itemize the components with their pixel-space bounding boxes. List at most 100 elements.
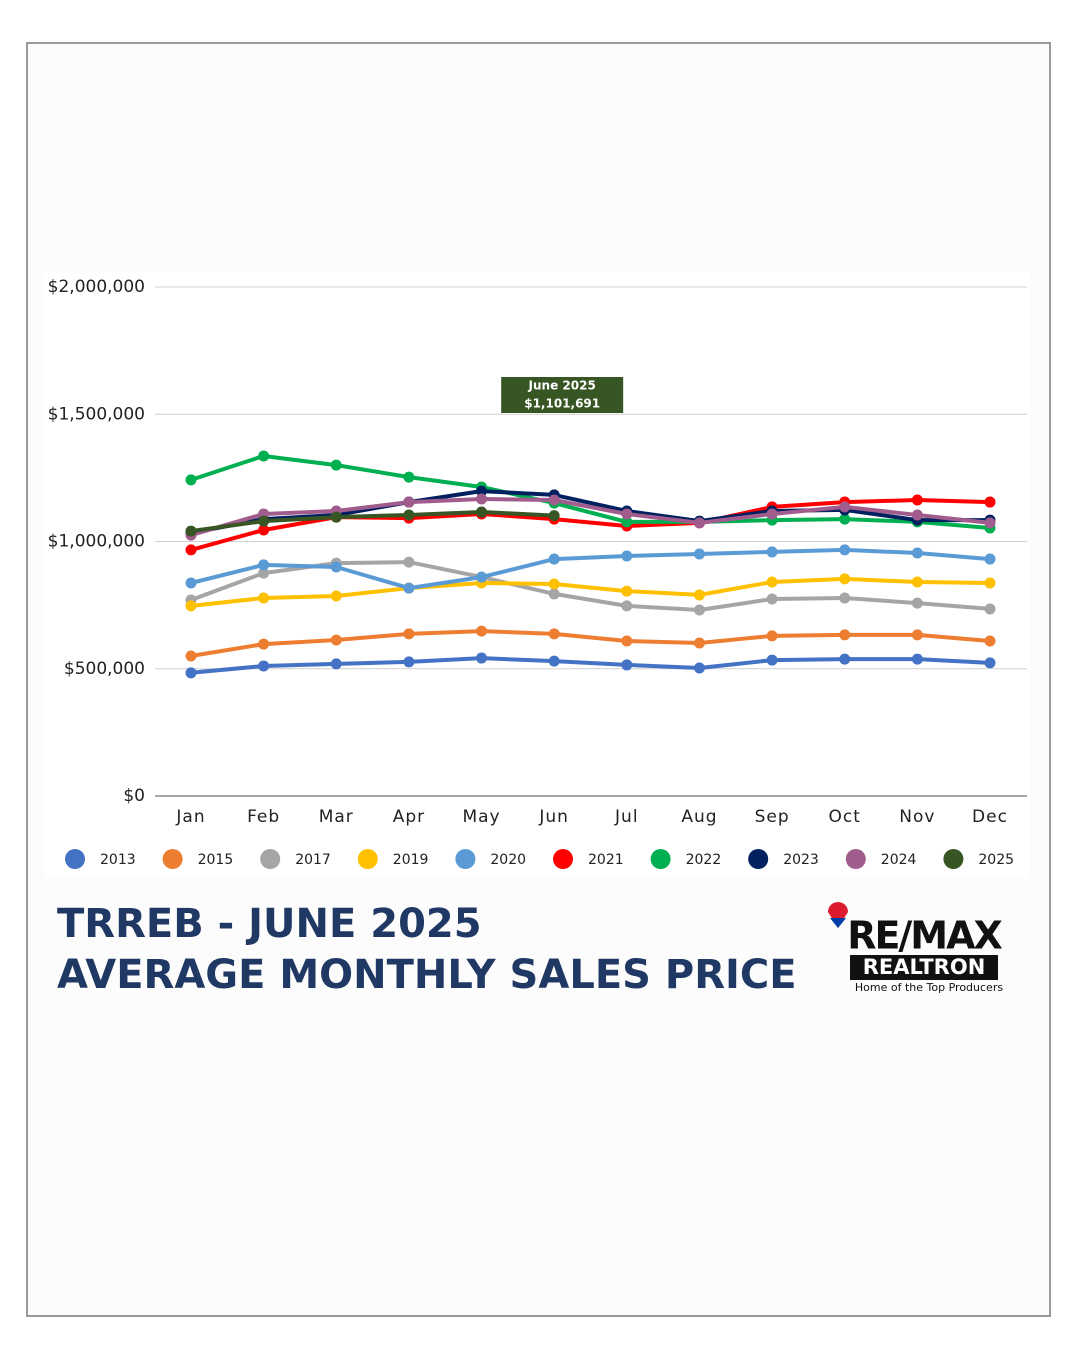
point xyxy=(766,593,778,605)
legend-label: 2013 xyxy=(100,852,136,868)
y-tick-label: $1,000,000 xyxy=(48,532,145,552)
point xyxy=(911,576,923,588)
title-line: TRREB - JUNE 2025 xyxy=(57,901,482,947)
point xyxy=(693,589,705,601)
point xyxy=(258,515,270,527)
point xyxy=(693,662,705,674)
series-line xyxy=(190,629,991,658)
point xyxy=(911,653,923,665)
annotation-box xyxy=(501,377,624,413)
legend-swatch xyxy=(455,849,476,869)
point xyxy=(548,553,560,565)
point xyxy=(330,634,342,646)
point xyxy=(185,525,197,537)
logo-brand: RE/MAX xyxy=(847,914,1002,958)
point xyxy=(984,603,996,615)
point xyxy=(185,600,197,612)
legend-swatch xyxy=(845,849,866,869)
logo-band xyxy=(850,955,998,980)
legend-swatch xyxy=(943,849,964,869)
legend-label: 2024 xyxy=(881,852,917,868)
logo-name: REALTRON xyxy=(863,955,986,979)
y-tick-label: $500,000 xyxy=(64,659,145,679)
legend-swatch xyxy=(553,849,573,869)
x-tick-label: Aug xyxy=(681,807,717,827)
point xyxy=(476,493,488,505)
point xyxy=(693,604,705,616)
logo-tagline: Home of the Top Producers xyxy=(855,981,1003,994)
point xyxy=(621,508,633,520)
point xyxy=(621,516,633,528)
point xyxy=(693,517,705,529)
point xyxy=(839,501,851,513)
point xyxy=(984,657,996,669)
point xyxy=(766,508,778,520)
logo: RE/MAX REALTRON Home of the Top Producer… xyxy=(828,902,1005,994)
legend-label: 2022 xyxy=(686,852,722,868)
series-line xyxy=(190,547,991,591)
point xyxy=(839,592,851,604)
point xyxy=(185,474,197,486)
point xyxy=(839,653,851,665)
point xyxy=(258,567,270,579)
point xyxy=(984,577,996,589)
plot: $0 $500,000 $1,000,000 $1,500,000 $2,000,000… xyxy=(48,277,1027,869)
point xyxy=(258,660,270,672)
legend-swatch xyxy=(748,849,769,869)
point xyxy=(911,547,923,559)
point xyxy=(258,592,270,604)
y-tick-label: $0 xyxy=(123,786,145,806)
point xyxy=(185,667,197,679)
point xyxy=(476,506,488,518)
x-tick-label: Feb xyxy=(247,807,280,827)
x-tick-label: Nov xyxy=(899,807,935,827)
point xyxy=(258,524,270,536)
point xyxy=(984,635,996,647)
series-line xyxy=(190,497,991,538)
x-tick-label: May xyxy=(462,807,500,827)
legend-label: 2021 xyxy=(588,852,624,868)
legend-swatch xyxy=(162,849,183,869)
legend-label: 2015 xyxy=(198,852,234,868)
point xyxy=(330,658,342,670)
point xyxy=(839,629,851,641)
chart-panel xyxy=(45,272,1030,878)
x-tick-label: Jun xyxy=(538,807,569,827)
point xyxy=(548,588,560,600)
point xyxy=(839,513,851,525)
point xyxy=(403,509,415,521)
point xyxy=(911,509,923,521)
logo-balloon xyxy=(828,902,848,928)
point xyxy=(185,544,197,556)
point xyxy=(621,659,633,671)
point xyxy=(548,578,560,590)
point xyxy=(185,577,197,589)
point xyxy=(185,650,197,662)
legend-swatch xyxy=(650,849,671,869)
point xyxy=(766,546,778,558)
point xyxy=(330,459,342,471)
point xyxy=(621,600,633,612)
point xyxy=(548,510,560,522)
legend-swatch xyxy=(65,849,85,869)
x-tick-label: Dec xyxy=(972,807,1008,827)
point xyxy=(476,625,488,637)
x-tick-label: Sep xyxy=(755,807,790,827)
point xyxy=(766,654,778,666)
point xyxy=(403,496,415,508)
point xyxy=(258,638,270,650)
point xyxy=(693,548,705,560)
y-tick-label: $2,000,000 xyxy=(48,277,145,297)
point xyxy=(911,597,923,609)
logo-balloon-base xyxy=(830,918,846,928)
point xyxy=(621,585,633,597)
point xyxy=(911,629,923,641)
point xyxy=(403,471,415,483)
series-line xyxy=(190,489,990,536)
series-line xyxy=(190,454,991,530)
title-line: AVERAGE MONTHLY SALES PRICE xyxy=(57,952,797,998)
point xyxy=(476,485,488,497)
point xyxy=(839,544,851,556)
x-tick-label: Mar xyxy=(319,807,354,827)
x-tick-label: Apr xyxy=(393,807,425,827)
